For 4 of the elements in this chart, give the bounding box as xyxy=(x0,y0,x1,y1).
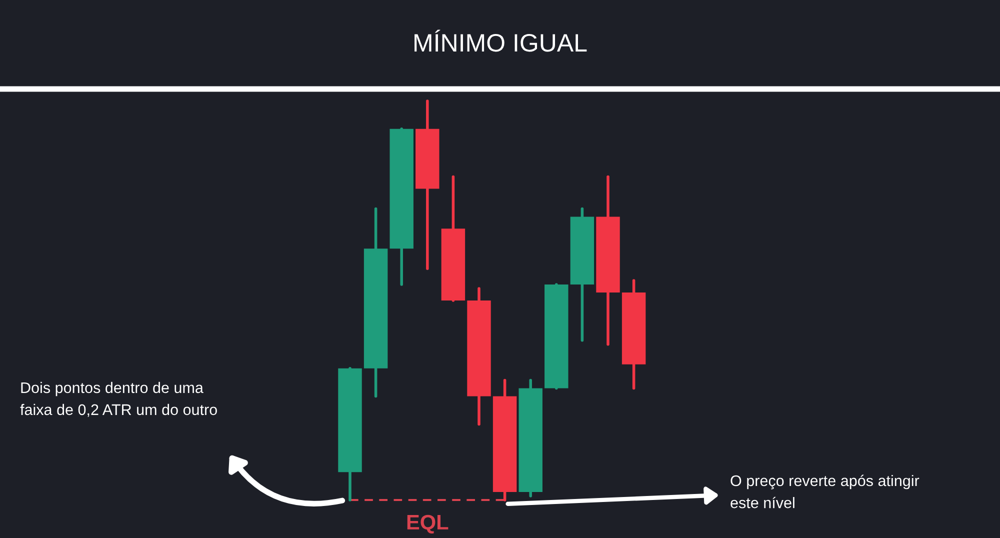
text: Dois pontos dentro de uma faixa de 0,2 ATR um do outro xyxy=(20,382,217,417)
ref-line-label: EQL xyxy=(407,514,448,534)
text: O preço reverte após atingir este nível xyxy=(730,474,920,508)
chart-title: MÍNIMO IGUAL xyxy=(414,30,587,52)
